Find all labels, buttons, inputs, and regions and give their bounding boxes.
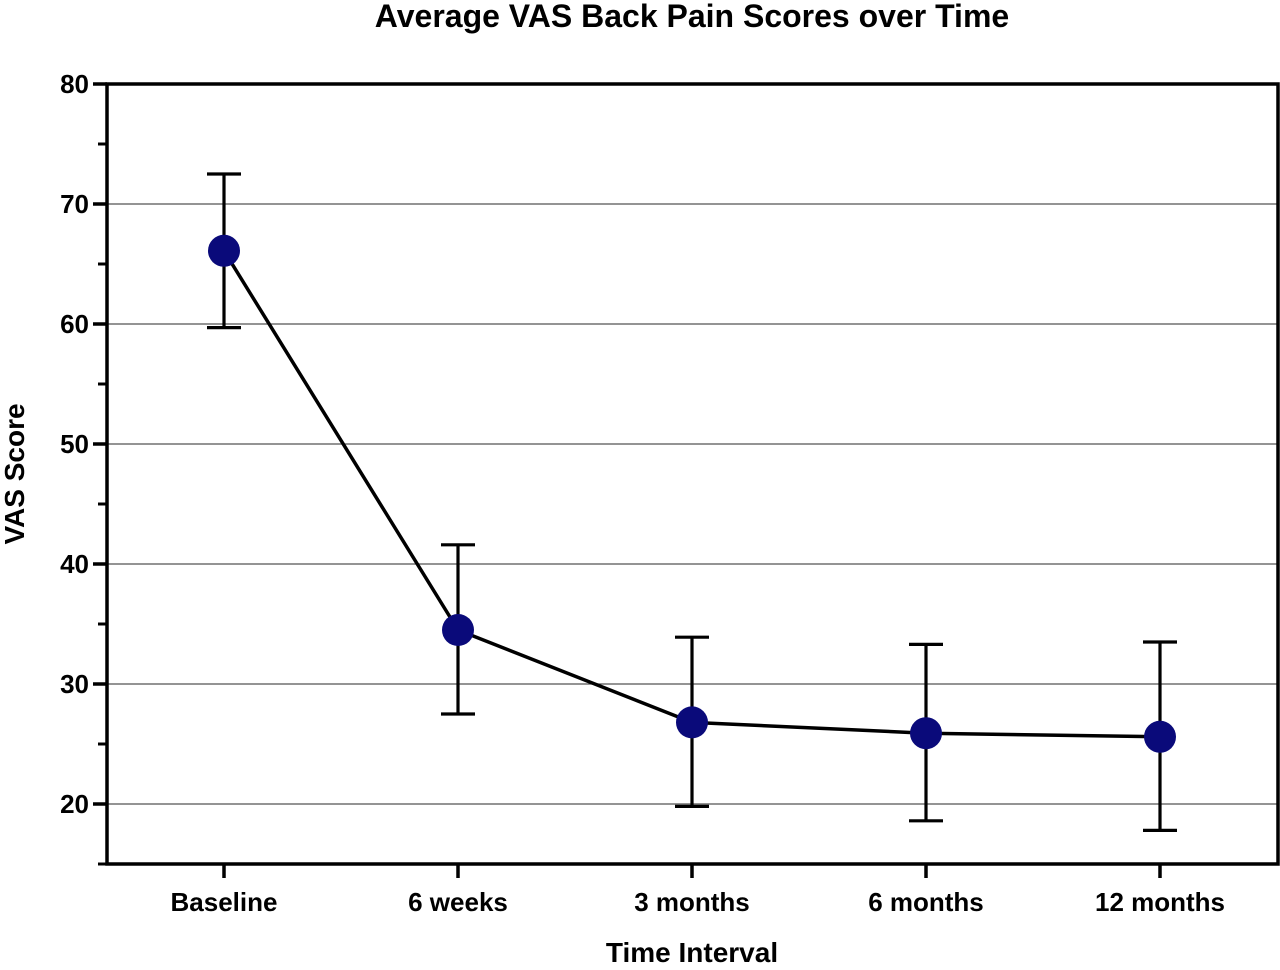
x-tick-label-4: 12 months [1095,887,1225,917]
x-tick-label-3: 6 months [868,887,984,917]
x-tick-label-1: 6 weeks [408,887,508,917]
x-tick-label-2: 3 months [634,887,750,917]
data-point-1 [442,614,474,646]
error-bars [207,172,1177,833]
x-axis-title: Time Interval [606,937,778,965]
y-tick-label-30: 30 [60,669,89,699]
chart-title: Average VAS Back Pain Scores over Time [375,0,1009,34]
data-points [208,234,1176,753]
x-tick-labels: Baseline 6 weeks 3 months 6 months 12 months [171,887,1225,917]
y-tick-label-50: 50 [60,429,89,459]
axes [93,82,1280,878]
x-tick-label-0: Baseline [171,887,278,917]
data-point-3 [910,717,942,750]
data-point-4 [1144,720,1176,753]
y-tick-label-20: 20 [60,789,89,819]
y-tick-label-70: 70 [60,189,89,219]
y-tick-label-80: 80 [60,69,89,99]
y-tick-labels: 20 30 40 50 60 70 80 [60,69,89,819]
gridlines [107,203,1278,805]
y-tick-label-40: 40 [60,549,89,579]
data-point-0 [208,234,240,267]
y-tick-label-60: 60 [60,309,89,339]
y-axis-title: VAS Score [0,403,30,544]
data-point-2 [676,706,708,739]
